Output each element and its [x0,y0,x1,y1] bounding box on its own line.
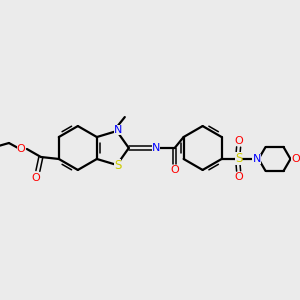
Text: N: N [114,125,122,135]
Text: N: N [252,154,261,164]
Text: S: S [235,152,242,166]
Text: O: O [291,154,300,164]
Text: O: O [32,173,40,183]
Text: O: O [16,144,25,154]
Text: O: O [234,172,243,182]
Text: S: S [114,160,122,172]
Text: O: O [170,165,179,175]
Text: O: O [234,136,243,146]
Text: N: N [152,143,160,153]
